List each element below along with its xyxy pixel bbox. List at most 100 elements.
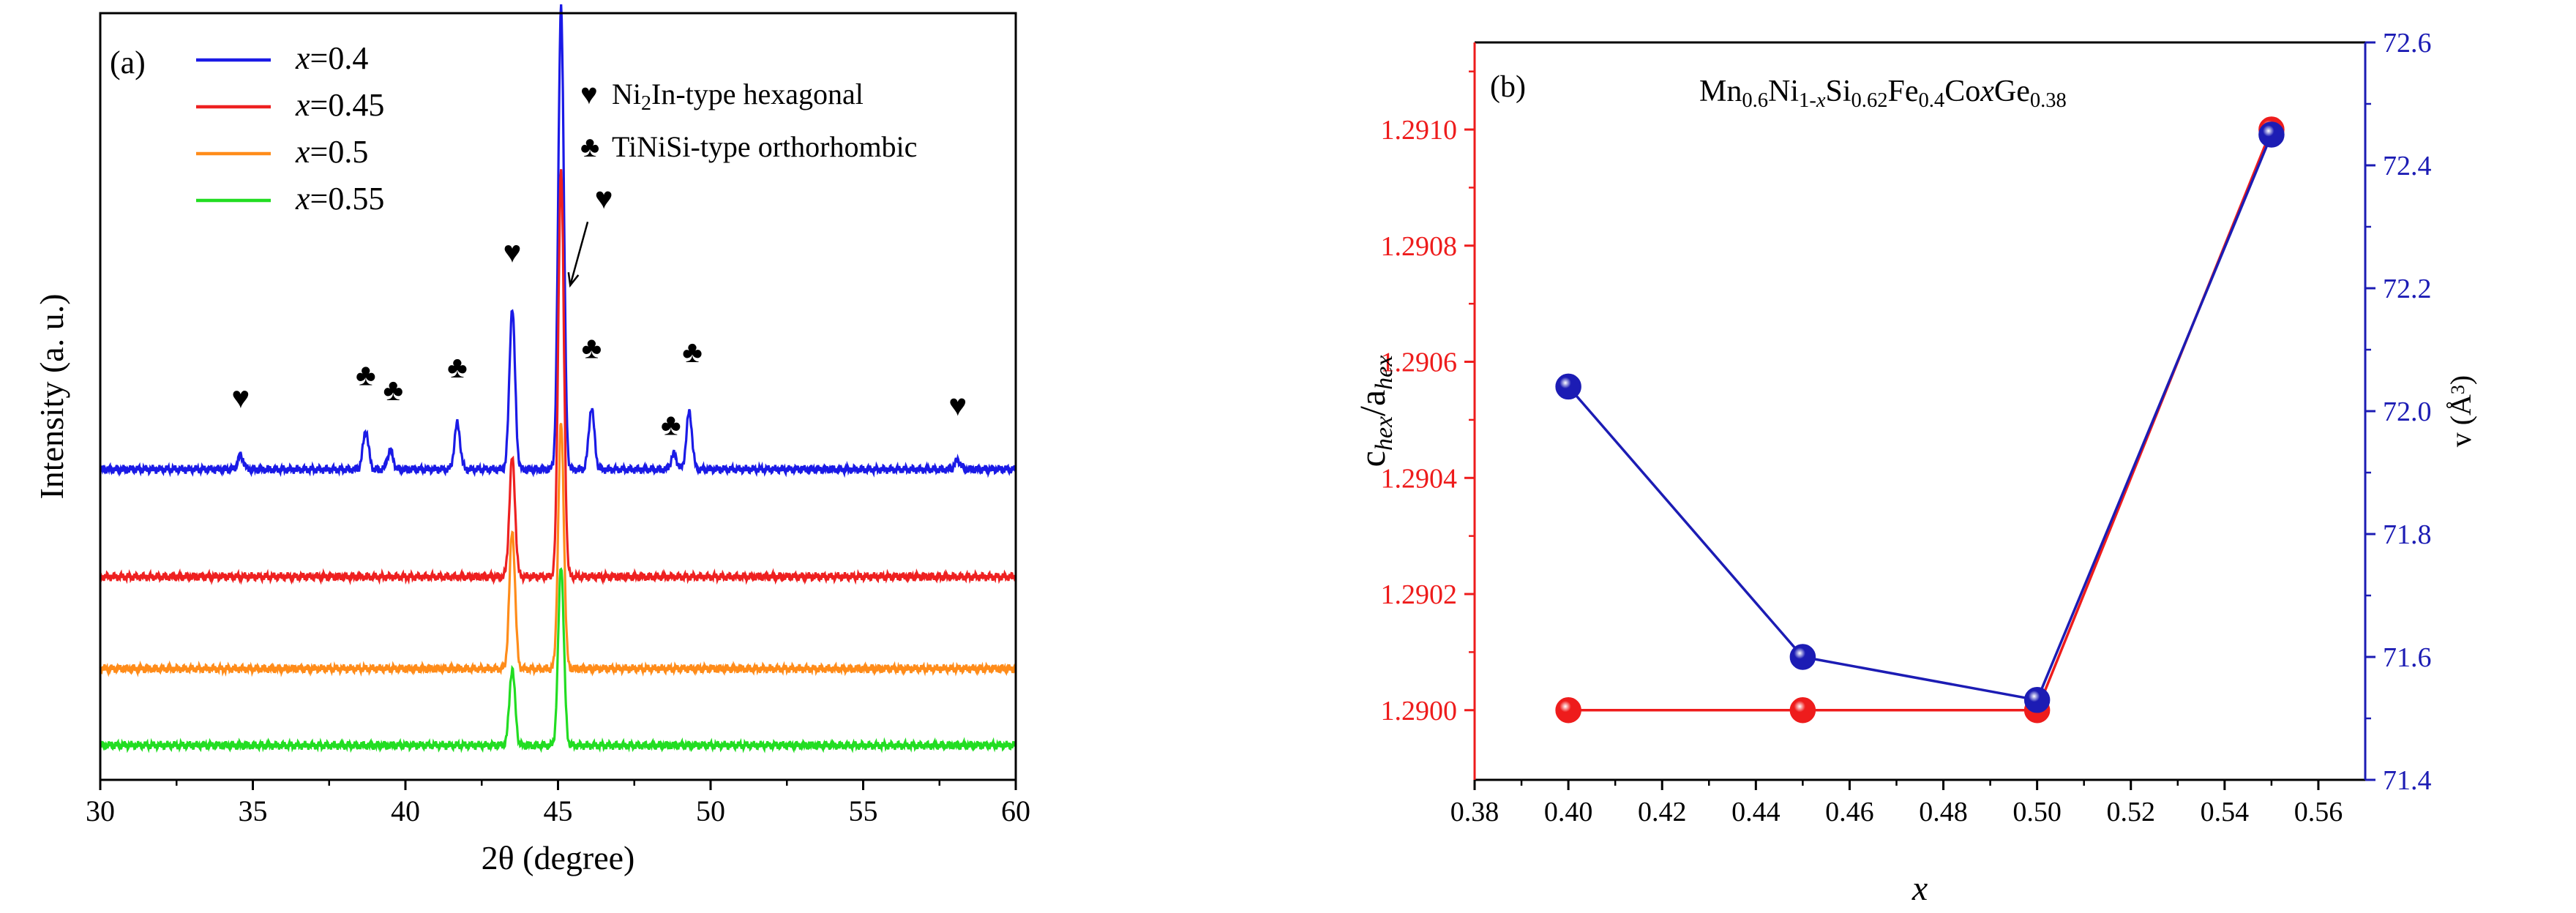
phase-legend-part: In-type hexagonal [651, 78, 864, 110]
heart-icon: ♥ [595, 182, 613, 216]
legend-value: =0.5 [310, 134, 369, 170]
y-right-tick-label: 72.4 [2383, 151, 2432, 181]
compound-title-part: x [1816, 89, 1826, 112]
data-point-V [1789, 644, 1816, 670]
data-point-V [1555, 373, 1581, 400]
y-right-tick-label: 71.6 [2383, 642, 2432, 673]
y-right-axis-label-part: v (Å [2444, 394, 2477, 447]
y-right-tick-label: 72.2 [2383, 274, 2432, 304]
x-tick-label: 50 [696, 794, 725, 827]
y-left-axis-label-part: c [1352, 451, 1393, 467]
y-left-axis-label-part: hex [1371, 416, 1398, 451]
legend-var: x [295, 134, 310, 170]
compound-title-part: x [1980, 75, 1994, 108]
xrd-trace-x-0-45 [99, 169, 1017, 586]
compound-title-part: 0.6 [1742, 89, 1768, 112]
x-axis-label: 2θ (degree) [482, 839, 635, 876]
y-left-tick-label: 1.2902 [1381, 579, 1458, 610]
panel-a-xrd-chart: 30 35 40 45 50 55 60 2θ (degree) Intensity (a. u… [33, 4, 1030, 876]
x-tick-label: 45 [544, 794, 573, 827]
compound-title-part: 0.4 [1919, 89, 1945, 112]
x-tick-label: 55 [849, 794, 878, 827]
y-left-tick-label: 1.2908 [1381, 231, 1458, 262]
phase-legend-orthorhombic: TiNiSi-type orthorhombic [612, 130, 917, 163]
x-tick-label: 0.44 [1731, 797, 1781, 827]
x-tick-label: 60 [1001, 794, 1030, 827]
x-tick-label: 0.52 [2106, 797, 2155, 827]
compound-title: Mn0.6Ni1-xSi0.62Fe0.4CoxGe0.38 [1699, 75, 2067, 112]
xrd-trace-x-0-5 [99, 423, 1017, 677]
heart-icon: ♥ [503, 236, 521, 270]
y-right-tick-label: 71.8 [2383, 519, 2432, 550]
y-right-axis-label-part: ) [2444, 375, 2477, 385]
y-left-tick-label: 1.2906 [1381, 347, 1458, 378]
annotation-arrow [569, 221, 589, 286]
series-line-V [1567, 134, 2273, 702]
legend-entry: x=0.55 [295, 181, 384, 217]
x-tick-label: 0.50 [2012, 797, 2062, 827]
y-right-tick-label: 72.6 [2383, 28, 2432, 59]
phase-legend-part: 2 [641, 92, 651, 115]
x-tick-label: 0.42 [1638, 797, 1687, 827]
legend-value: =0.4 [310, 40, 369, 76]
panel-b-lattice-chart: 0.38 0.40 0.42 0.44 0.46 0.48 0.50 0.52 0.54 0.56… [1352, 28, 2477, 908]
legend-var: x [295, 40, 310, 76]
y-axis-label: Intensity (a. u.) [33, 293, 70, 499]
compound-title-part: Si [1826, 75, 1852, 108]
xrd-trace-x-0-4 [99, 4, 1017, 478]
legend-value: =0.55 [310, 181, 385, 217]
heart-icon: ♥ [231, 382, 250, 416]
legend-value: =0.45 [310, 87, 385, 123]
y-left-axis-label-part: hex [1371, 356, 1398, 390]
data-point-V [2258, 121, 2285, 148]
y-left-tick-label: 1.2900 [1381, 696, 1458, 726]
x-tick-label: 40 [391, 794, 420, 827]
arrow-head [567, 272, 580, 288]
y-left-axis-label: chex/ahex [1352, 356, 1398, 467]
y-right-axis-label: v (Å3) [2444, 375, 2477, 448]
compound-title-part: Mn [1699, 75, 1742, 108]
x-tick-label: 0.56 [2294, 797, 2343, 827]
y-left-tick-label: 1.2904 [1381, 463, 1458, 494]
phase-legend-part: Ni [612, 78, 641, 110]
legend-entry: x=0.45 [295, 87, 384, 123]
y-right-tick-label: 72.0 [2383, 397, 2432, 427]
compound-title-part: 0.38 [2030, 89, 2067, 112]
club-icon: ♣ [582, 332, 602, 366]
compound-title-part: Fe [1888, 75, 1919, 108]
club-icon: ♣ [383, 374, 404, 407]
x-tick-label: 30 [86, 794, 115, 827]
legend-var: x [295, 181, 310, 217]
data-point-c-a [1555, 697, 1581, 724]
legend-entry: x=0.4 [295, 40, 368, 76]
xrd-trace-x-0-55 [99, 567, 1017, 754]
heart-icon: ♥ [948, 389, 967, 423]
y-right-tick-label: 71.4 [2383, 765, 2432, 796]
x-tick-label: 35 [239, 794, 268, 827]
legend-entry: x=0.5 [295, 134, 368, 170]
compound-title-part: Ge [1994, 75, 2030, 108]
x-tick-label: 0.48 [1919, 797, 1968, 827]
y-right-axis-label-part: 3 [2447, 385, 2468, 394]
y-left-tick-label: 1.2910 [1381, 115, 1458, 146]
compound-title-part: Co [1944, 75, 1980, 108]
x-tick-label: 0.54 [2201, 797, 2250, 827]
x-tick-label: 0.40 [1544, 797, 1593, 827]
series-line-c-a [1568, 129, 2273, 712]
compound-title-part: 1- [1799, 89, 1816, 112]
x-axis-label: x [1912, 869, 1928, 908]
legend-var: x [295, 87, 310, 123]
phase-legend-hexagonal: Ni2In-type hexagonal [612, 78, 864, 115]
club-icon: ♣ [447, 351, 468, 385]
data-point-c-a [1789, 697, 1816, 724]
data-point-V [2023, 687, 2051, 713]
compound-title-part: 0.62 [1852, 89, 1888, 112]
compound-title-part: Ni [1768, 75, 1799, 108]
y-left-axis-label-part: /a [1352, 390, 1393, 416]
panel-label: (a) [110, 45, 146, 80]
club-icon: ♣ [356, 358, 376, 392]
club-icon: ♣ [682, 336, 703, 369]
club-icon: ♣ [661, 408, 681, 442]
panel-label: (b) [1490, 70, 1526, 104]
